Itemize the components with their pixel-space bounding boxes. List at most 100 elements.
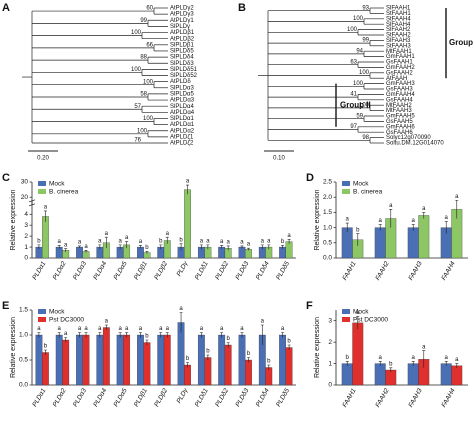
leaf-label: AtFAAH	[386, 76, 407, 82]
leaf-label: AtPLDζ2	[170, 141, 194, 147]
significance-letter: a	[267, 238, 271, 244]
error-bar	[159, 332, 163, 338]
error-bar	[246, 357, 250, 363]
x-tick-label: FAAH4	[440, 387, 456, 409]
leaf-label: AtPLDγ1	[170, 18, 194, 24]
significance-letter: b	[267, 359, 271, 365]
significance-letter: a	[105, 319, 109, 325]
leaf-label: StFAAH1	[386, 11, 411, 17]
error-bar	[118, 332, 122, 338]
significance-letter: a	[166, 231, 170, 237]
error-bar	[186, 362, 190, 368]
error-bar	[411, 361, 415, 366]
x-tick-label: FAAH3	[407, 387, 423, 409]
leaf-label: GsFAAH1	[386, 60, 413, 66]
leaf-label: MtFAAH1	[386, 49, 412, 55]
error-bar	[455, 199, 459, 219]
bar	[35, 334, 43, 386]
y-tick-label: 20	[21, 194, 29, 201]
leaf-label: GsFAAH2	[386, 70, 413, 76]
bar	[285, 241, 293, 259]
leaf-label: GmFAAH2	[386, 65, 415, 71]
bootstrap: 100	[353, 81, 364, 87]
error-bar	[186, 184, 190, 195]
axis-break	[28, 203, 36, 207]
leaf-label: GmFAAH6	[386, 124, 415, 130]
error-bar	[444, 361, 448, 366]
error-bar	[57, 332, 61, 338]
bar	[137, 334, 144, 386]
leaf-label: GsFAAH5	[386, 119, 413, 125]
x-tick-label: PLDα2	[52, 387, 68, 408]
significance-letter: b	[179, 237, 183, 243]
bar	[163, 334, 171, 386]
bar	[245, 249, 252, 259]
y-tick-label: 1.5	[19, 307, 28, 314]
x-tick-label: PLDβ2	[153, 260, 169, 281]
bar	[204, 357, 212, 386]
significance-letter: a	[281, 326, 285, 332]
error-bar	[411, 224, 415, 231]
bootstrap: 58	[140, 92, 147, 98]
x-tick-label: PLDδ5	[275, 260, 291, 281]
error-bar	[199, 332, 203, 338]
bar	[42, 352, 49, 386]
error-bar	[444, 221, 448, 234]
bar	[116, 334, 124, 386]
error-bar	[98, 244, 102, 250]
x-tick-label: PLDα3	[72, 260, 88, 281]
leaf-label: MtFAAH3	[386, 108, 412, 114]
x-tick-label: PLDδ4	[255, 387, 271, 408]
error-bar	[281, 332, 285, 338]
x-tick-label: PLDδ3	[234, 387, 250, 408]
y-tick-label: 30	[21, 179, 29, 186]
significance-letter: a	[200, 326, 204, 332]
axis-break	[28, 199, 36, 203]
y-axis-label: Relative expression	[10, 317, 17, 378]
group-label: Group II	[340, 100, 371, 109]
leaf-label: AtPLDα4	[170, 110, 195, 116]
bar	[352, 322, 364, 386]
significance-letter: a	[379, 218, 383, 224]
error-bar	[267, 364, 271, 370]
bootstrap: 66	[146, 42, 153, 48]
bootstrap: 100	[131, 30, 142, 36]
leaf-label: AtPLDγ3	[170, 12, 194, 18]
x-tick-label: PLDα1	[31, 260, 47, 281]
significance-letter: b	[159, 238, 163, 244]
significance-letter: a	[379, 355, 383, 361]
leaf-label: GmFAAH5	[386, 114, 415, 120]
bar	[238, 246, 246, 259]
significance-letter: a	[455, 357, 459, 363]
bar	[184, 364, 191, 386]
significance-letter: a	[139, 239, 143, 245]
x-tick-label: PLDα4	[92, 260, 108, 281]
error-bar	[43, 210, 47, 222]
bar	[102, 327, 110, 386]
x-tick-label: FAAH3	[407, 260, 423, 282]
significance-letter: a	[240, 326, 244, 332]
y-axis-label: Relative expression	[314, 317, 321, 378]
leaf-label: AtPLDβ2	[170, 36, 195, 42]
error-bar	[389, 209, 393, 228]
bootstrap: 100	[359, 70, 370, 76]
significance-letter: a	[64, 242, 68, 248]
error-bar	[226, 245, 230, 251]
x-tick-label: FAAH4	[440, 260, 456, 282]
error-bar	[345, 361, 349, 366]
bar	[245, 359, 252, 386]
significance-letter: a	[139, 326, 143, 332]
bootstrap: 97	[350, 124, 357, 130]
x-tick-label: PLDγ	[176, 387, 190, 405]
y-tick-label: 0.0	[323, 255, 332, 262]
error-bar	[267, 244, 271, 250]
leaf-label: StFAAH4	[386, 16, 411, 22]
legend-label: Mock	[49, 181, 65, 188]
bootstrap: 100	[143, 79, 154, 85]
panel-label: C	[2, 172, 10, 184]
significance-letter: a	[84, 244, 88, 250]
bar	[238, 334, 246, 386]
significance-letter: a	[261, 319, 265, 325]
error-bar	[84, 332, 88, 338]
significance-letter: a	[220, 239, 224, 245]
